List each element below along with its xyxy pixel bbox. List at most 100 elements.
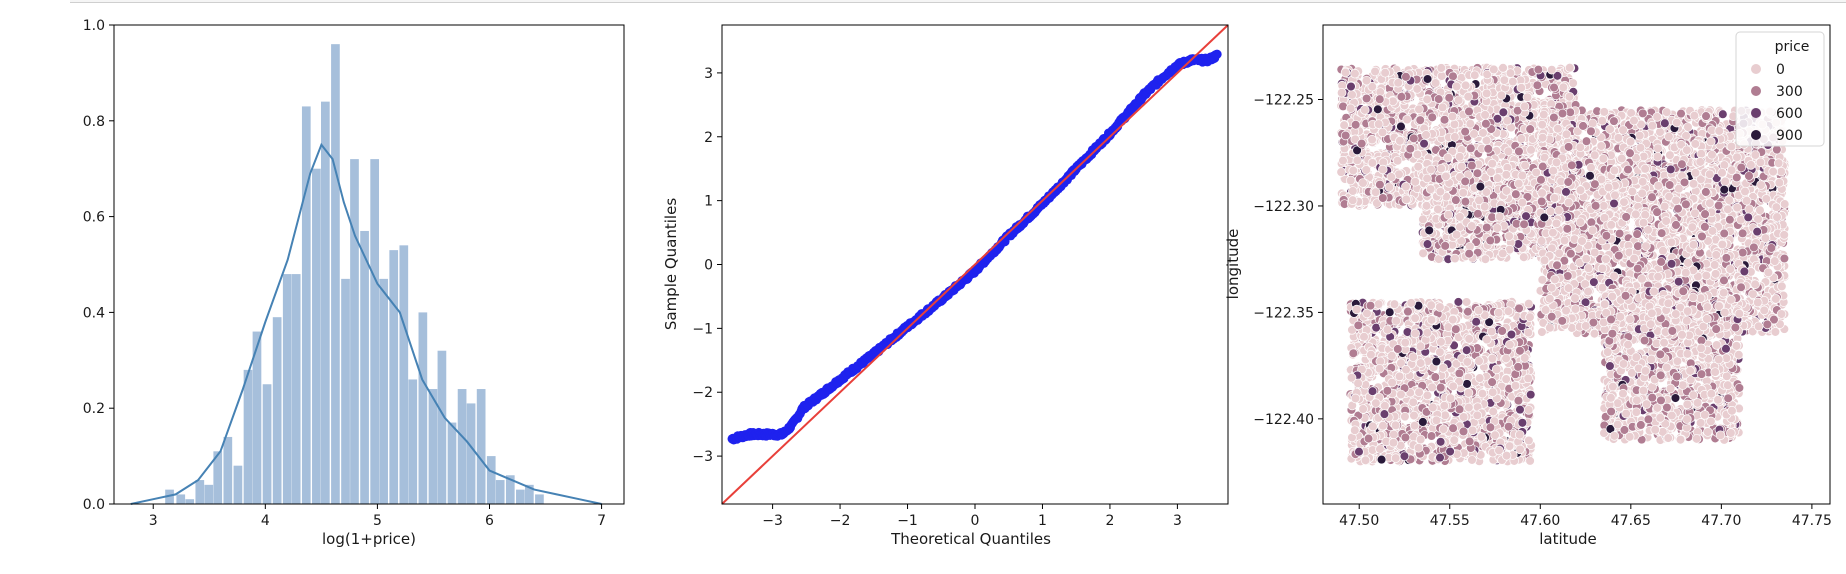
scatter-point xyxy=(1483,144,1494,154)
scatter-point xyxy=(1345,175,1356,186)
scatter-point xyxy=(1472,168,1483,179)
scatter-point xyxy=(1367,134,1377,145)
histogram-bar xyxy=(185,499,195,504)
qq-xtick-label: 2 xyxy=(1105,513,1114,529)
qq-ytick-label: 3 xyxy=(704,66,713,82)
histogram-bar xyxy=(320,101,330,504)
scatter-point xyxy=(1460,196,1471,207)
scatter-point xyxy=(1405,143,1416,154)
kde-line xyxy=(130,142,602,505)
scatter-point xyxy=(1418,248,1428,259)
scatter-point xyxy=(1564,92,1575,102)
scatter-point xyxy=(1480,254,1491,264)
scatter-point xyxy=(1460,126,1470,137)
scatter-point xyxy=(1347,90,1357,100)
scatter-point xyxy=(1450,132,1460,142)
histogram-bar xyxy=(165,489,174,504)
scatter-point xyxy=(1453,95,1464,105)
histogram-bar xyxy=(272,317,282,504)
scatter-point xyxy=(1401,194,1412,205)
scatter-point xyxy=(1427,112,1437,123)
scatter-point xyxy=(1437,71,1447,81)
qq-ytick-label: −1 xyxy=(692,321,713,337)
scatter-point xyxy=(1492,223,1503,233)
histogram-bar xyxy=(389,250,399,504)
scatter-point xyxy=(1525,124,1535,134)
scatter-point xyxy=(1436,163,1446,174)
scatter-point xyxy=(1414,104,1424,115)
scatter-point xyxy=(1378,193,1388,203)
scatter-point xyxy=(1558,82,1569,93)
scatter-point xyxy=(1412,84,1422,94)
scatter-point xyxy=(1501,170,1512,180)
histogram-bar xyxy=(360,230,369,504)
scatter-point xyxy=(1564,62,1575,73)
qq-ytick-label: −2 xyxy=(692,385,713,401)
qq-ytick-label: 1 xyxy=(704,194,713,210)
scatter-point xyxy=(1549,82,1559,93)
scatter-point xyxy=(1393,77,1403,88)
histogram-bar xyxy=(204,484,214,504)
hist-ytick-label: 0.4 xyxy=(83,305,105,321)
scatter-point xyxy=(1454,152,1465,162)
qq-ytick-label: −3 xyxy=(692,449,713,465)
scatter-point xyxy=(1498,107,1509,118)
scatter-point xyxy=(1451,195,1461,205)
histogram-bar xyxy=(457,389,467,504)
scatter-point xyxy=(1467,160,1477,171)
histogram-bar xyxy=(195,480,205,504)
scatter-point xyxy=(1435,186,1446,197)
scatter-point xyxy=(1499,75,1510,85)
scatter-point xyxy=(1439,115,1450,125)
histogram-bar xyxy=(408,379,418,504)
scatter-point xyxy=(1516,134,1527,144)
histogram-bar xyxy=(301,106,311,505)
scatter-point xyxy=(1361,165,1372,175)
scatter-point xyxy=(1547,64,1557,75)
scatter-point xyxy=(1505,68,1516,78)
scatter-point xyxy=(1367,158,1378,168)
scatter-point xyxy=(1336,88,1347,98)
scatter-point xyxy=(1384,182,1395,192)
scatter-point xyxy=(1478,128,1488,138)
scatter-point xyxy=(1430,78,1441,88)
scatter-point xyxy=(1449,119,1460,130)
histogram-bar xyxy=(447,422,457,504)
scatter-point xyxy=(1352,155,1363,166)
histogram-bar xyxy=(505,475,515,504)
scatter-point xyxy=(1473,208,1483,219)
hist-axes-frame xyxy=(113,24,625,505)
histogram-bar xyxy=(213,451,223,504)
scatter-point xyxy=(1521,211,1531,221)
histogram-bar xyxy=(350,159,359,504)
scatter-point xyxy=(1422,173,1432,184)
scatter-point xyxy=(1519,219,1529,230)
scatter-point xyxy=(1370,187,1381,197)
histogram-bar xyxy=(399,245,409,504)
qq-xtick-label: −3 xyxy=(762,513,783,529)
scatter-point xyxy=(1519,101,1530,112)
scatter-point xyxy=(1482,222,1492,233)
scatter-point xyxy=(1377,127,1388,138)
qq-ytick-label: 2 xyxy=(704,130,713,146)
histogram-bar xyxy=(486,456,496,504)
scatter-point xyxy=(1375,94,1385,104)
scatter-point xyxy=(1386,172,1397,182)
histogram-bar xyxy=(495,480,505,504)
scatter-point xyxy=(1396,121,1406,132)
scatter-point xyxy=(1443,210,1454,220)
scatter-point xyxy=(1526,145,1536,155)
scatter-point xyxy=(1467,221,1477,231)
scatter-point xyxy=(1378,164,1388,175)
scatter-point xyxy=(1455,212,1465,222)
scatter-point xyxy=(1465,118,1476,129)
histogram-bar xyxy=(428,389,438,504)
histogram-plot: 3 4 5 6 70.00.20.40.60.81.0 xyxy=(83,18,625,529)
scatter-point xyxy=(1433,204,1443,215)
hist-xtick-label: 4 xyxy=(261,513,270,529)
scatter-point xyxy=(1410,177,1421,187)
scatter-point xyxy=(1516,83,1527,93)
scatter-point xyxy=(1440,241,1450,251)
scatter-point xyxy=(1338,155,1348,166)
qq-xtick-label: −1 xyxy=(897,513,918,529)
